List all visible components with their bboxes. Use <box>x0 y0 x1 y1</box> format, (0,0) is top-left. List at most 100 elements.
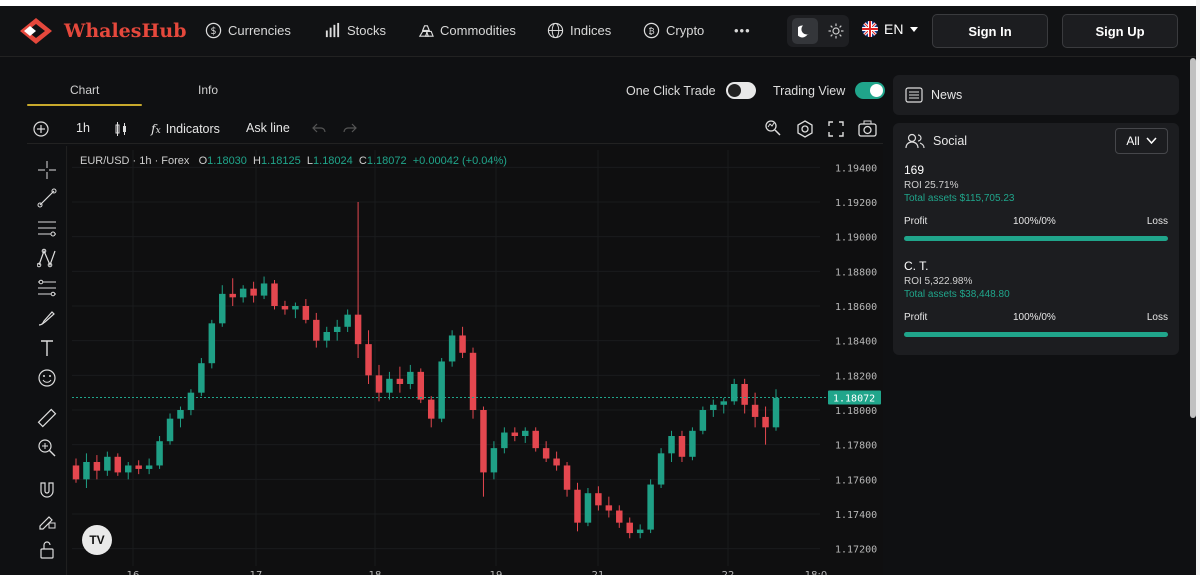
quick-search-icon[interactable] <box>764 119 782 137</box>
nav-indices[interactable]: Indices <box>547 22 611 39</box>
bar-chart-icon <box>325 22 340 38</box>
fullscreen-icon[interactable] <box>828 121 844 137</box>
candle-body <box>177 410 184 419</box>
price-tick-label: 1.17200 <box>835 545 877 556</box>
indicators-button[interactable]: fx Indicators <box>151 121 220 136</box>
text-tool-icon[interactable] <box>37 338 57 358</box>
trader-assets: Total assets $38,448.80 <box>904 289 1010 300</box>
unlock-icon[interactable] <box>37 540 57 560</box>
candle-body <box>553 458 560 466</box>
candle-body <box>239 288 247 298</box>
ruler-icon[interactable] <box>37 408 57 428</box>
chart-legend: EUR/USD · 1h · Forex O1.18030 H1.18125 L… <box>80 155 507 167</box>
nav-stocks[interactable]: Stocks <box>324 22 386 39</box>
pattern-tool-icon[interactable] <box>37 248 57 268</box>
candle-body <box>448 335 456 362</box>
nav-currencies[interactable]: $ Currencies <box>205 22 291 39</box>
horizontal-lines-icon[interactable] <box>37 218 57 238</box>
price-chart[interactable]: 1.19400 1.19200 1.19000 1.18800 1.18600 1.184… <box>68 146 883 575</box>
candle-body <box>595 493 602 506</box>
trading-view-toggle[interactable]: Trading View <box>773 82 886 99</box>
trend-line-icon[interactable] <box>37 188 57 208</box>
moon-icon[interactable] <box>792 18 818 44</box>
chevron-down-icon <box>910 27 919 32</box>
chart-info-tabs: Chart Info <box>27 75 247 107</box>
close-label: C <box>358 155 367 167</box>
candle-body <box>741 384 748 405</box>
theme-toggle[interactable] <box>787 15 849 47</box>
candle-body <box>563 465 571 490</box>
one-click-trade-switch[interactable] <box>725 82 756 99</box>
trader-name: 169 <box>904 163 925 177</box>
time-tick-label: 19 <box>490 570 503 575</box>
uk-flag-icon <box>862 21 878 37</box>
candle-body <box>365 344 372 376</box>
camera-icon[interactable] <box>858 120 877 137</box>
sun-icon[interactable] <box>828 23 844 39</box>
whale-logo-icon <box>20 18 52 44</box>
trader-roi: ROI 25.71% <box>904 180 959 191</box>
crosshair-icon[interactable] <box>37 160 57 180</box>
tab-chart[interactable]: Chart <box>70 83 100 97</box>
trader-name: C. T. <box>904 259 929 273</box>
magnet-icon[interactable] <box>37 480 57 500</box>
candle-body <box>83 462 90 480</box>
fib-tool-icon[interactable] <box>37 278 57 298</box>
interval-selector[interactable]: 1h <box>76 121 90 135</box>
zoom-in-icon[interactable] <box>37 438 57 458</box>
candle-type-icon[interactable] <box>114 121 128 137</box>
ask-line-button[interactable]: Ask line <box>246 121 290 135</box>
lock-drawing-icon[interactable] <box>37 510 57 530</box>
tradingview-logo[interactable]: TV <box>82 525 112 555</box>
redo-icon[interactable] <box>343 122 357 134</box>
social-filter-dropdown[interactable]: All <box>1115 128 1168 154</box>
high-label: H <box>253 155 261 167</box>
more-menu-button[interactable]: ••• <box>734 23 751 38</box>
candle-body <box>532 430 539 449</box>
one-click-trade-toggle[interactable]: One Click Trade <box>626 82 756 99</box>
trader-card[interactable]: C. T. ROI 5,322.98% Total assets $38,448… <box>904 259 1168 337</box>
social-title: Social <box>933 134 968 148</box>
time-tick-label: 16 <box>127 570 140 575</box>
brush-icon[interactable] <box>37 308 57 328</box>
candle-body <box>480 410 487 473</box>
trader-card[interactable]: 169 ROI 25.71% Total assets $115,705.23 … <box>904 163 1168 241</box>
candle-body <box>678 436 686 457</box>
candle-body <box>417 371 425 400</box>
candle-body <box>219 293 226 324</box>
brand-logo[interactable]: WhalesHub <box>16 16 187 46</box>
tab-info[interactable]: Info <box>198 83 219 97</box>
loss-label: Loss <box>1146 216 1168 227</box>
candle-body <box>375 375 383 393</box>
candle-body <box>135 465 142 469</box>
dollar-coin-icon: $ <box>205 22 222 39</box>
candle-body <box>730 384 738 402</box>
sign-in-button[interactable]: Sign In <box>932 14 1048 48</box>
news-panel[interactable]: News <box>893 75 1179 115</box>
candle-body <box>668 436 675 454</box>
nav-crypto[interactable]: ₿ Crypto <box>643 22 704 39</box>
nav-commodities[interactable]: Commodities <box>417 22 516 39</box>
settings-icon[interactable] <box>796 120 814 138</box>
social-panel: Social All 169 ROI 25.71% Total assets $… <box>893 123 1179 355</box>
candle-body <box>490 448 498 473</box>
trading-view-switch[interactable] <box>855 82 886 99</box>
language-selector[interactable]: EN <box>862 21 919 37</box>
bitcoin-icon: ₿ <box>643 22 660 39</box>
undo-icon[interactable] <box>312 122 326 134</box>
profit-loss-bar <box>904 236 1168 241</box>
add-symbol-icon[interactable] <box>33 121 49 137</box>
candle-body <box>333 326 341 332</box>
candle-body <box>198 363 205 393</box>
candle-body <box>542 448 550 459</box>
sign-up-button[interactable]: Sign Up <box>1062 14 1178 48</box>
page-scrollbar[interactable] <box>1190 58 1196 418</box>
candle-body <box>689 430 696 457</box>
indicators-label: Indicators <box>165 121 220 136</box>
newspaper-icon <box>905 87 923 103</box>
active-tab-indicator <box>27 104 142 106</box>
price-tick-label: 1.18800 <box>835 267 877 278</box>
gold-bars-icon <box>418 25 434 37</box>
emoji-icon[interactable] <box>37 368 57 388</box>
candle-body <box>156 441 163 466</box>
